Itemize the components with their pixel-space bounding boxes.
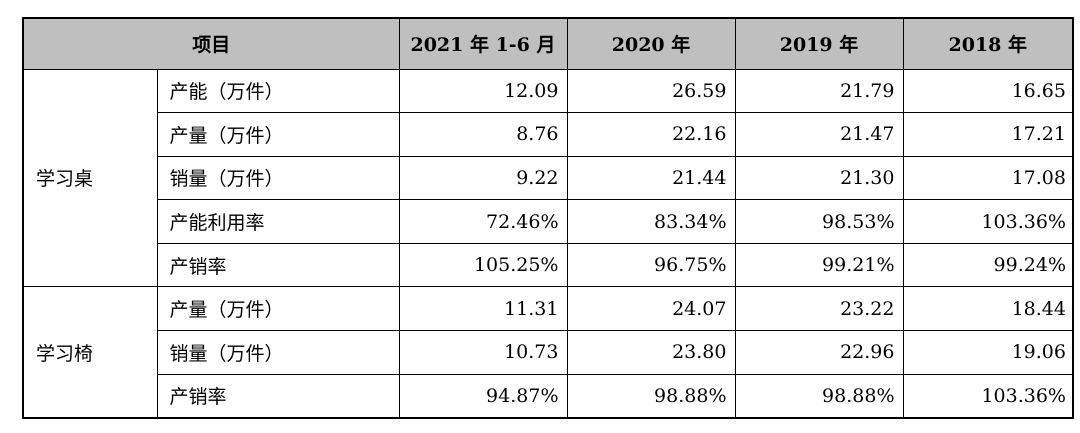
row-label: 产量（万件）	[156, 112, 400, 157]
cell-value: 19.06	[902, 330, 1074, 375]
cell-value: 22.96	[734, 330, 904, 375]
header-item: 项目	[22, 17, 400, 70]
row-label: 产能利用率	[156, 199, 400, 244]
cell-value: 26.59	[566, 68, 736, 114]
header-col: 2020 年	[566, 17, 736, 70]
row-label: 产销率	[156, 242, 400, 288]
cell-value: 12.09	[398, 68, 568, 114]
cell-value: 23.22	[734, 286, 904, 332]
table-row: 销量（万件） 10.73 23.80 22.96 19.06	[23, 330, 1074, 375]
cell-value: 18.44	[902, 286, 1074, 332]
cell-value: 16.65	[902, 68, 1074, 114]
cell-value: 72.46%	[398, 199, 568, 244]
cell-value: 8.76	[398, 112, 568, 157]
header-col: 2019 年	[734, 17, 904, 70]
table-row: 产量（万件） 8.76 22.16 21.47 17.21	[23, 112, 1074, 157]
table-row: 学习椅 产量（万件） 11.31 24.07 23.22 18.44	[22, 286, 1074, 419]
table-row: 产销率 105.25% 96.75% 99.21% 99.24%	[23, 242, 1074, 288]
cell-value: 103.36%	[902, 373, 1074, 419]
row-label: 销量（万件）	[156, 155, 400, 201]
table-row: 产能利用率 72.46% 83.34% 98.53% 103.36%	[23, 199, 1074, 244]
table-row: 产销率 94.87% 98.88% 98.88% 103.36%	[23, 373, 1074, 419]
cell-value: 21.44	[566, 155, 736, 201]
header-col: 2018 年	[902, 17, 1074, 70]
group-label: 学习桌	[22, 68, 158, 288]
cell-value: 23.80	[566, 330, 736, 375]
table-container: 项目 2021 年 1-6 月 2020 年 2019 年 2018 年 学习桌…	[22, 17, 1074, 419]
cell-value: 21.47	[734, 112, 904, 157]
row-label: 销量（万件）	[156, 330, 400, 375]
cell-value: 103.36%	[902, 199, 1074, 244]
cell-value: 10.73	[398, 330, 568, 375]
header-col: 2021 年 1-6 月	[398, 17, 568, 70]
table-row: 学习桌 产能（万件） 12.09 26.59 21.79 16.65	[22, 68, 1074, 288]
cell-value: 98.88%	[734, 373, 904, 419]
cell-value: 11.31	[398, 286, 568, 332]
cell-value: 22.16	[566, 112, 736, 157]
cell-value: 17.08	[902, 155, 1074, 201]
cell-value: 99.21%	[734, 242, 904, 288]
capacity-sales-table: 项目 2021 年 1-6 月 2020 年 2019 年 2018 年 学习桌…	[22, 17, 1074, 419]
cell-value: 94.87%	[398, 373, 568, 419]
cell-value: 105.25%	[398, 242, 568, 288]
row-label: 产能（万件）	[156, 68, 400, 114]
cell-value: 83.34%	[566, 199, 736, 244]
cell-value: 98.53%	[734, 199, 904, 244]
cell-value: 99.24%	[902, 242, 1074, 288]
header-row: 项目 2021 年 1-6 月 2020 年 2019 年 2018 年	[22, 17, 1074, 70]
table-row: 销量（万件） 9.22 21.44 21.30 17.08	[23, 155, 1074, 201]
cell-value: 21.79	[734, 68, 904, 114]
row-label: 产量（万件）	[156, 286, 400, 332]
cell-value: 98.88%	[566, 373, 736, 419]
cell-value: 24.07	[566, 286, 736, 332]
cell-value: 9.22	[398, 155, 568, 201]
cell-value: 17.21	[902, 112, 1074, 157]
cell-value: 21.30	[734, 155, 904, 201]
cell-value: 96.75%	[566, 242, 736, 288]
row-label: 产销率	[156, 373, 400, 419]
group-label: 学习椅	[22, 286, 158, 419]
